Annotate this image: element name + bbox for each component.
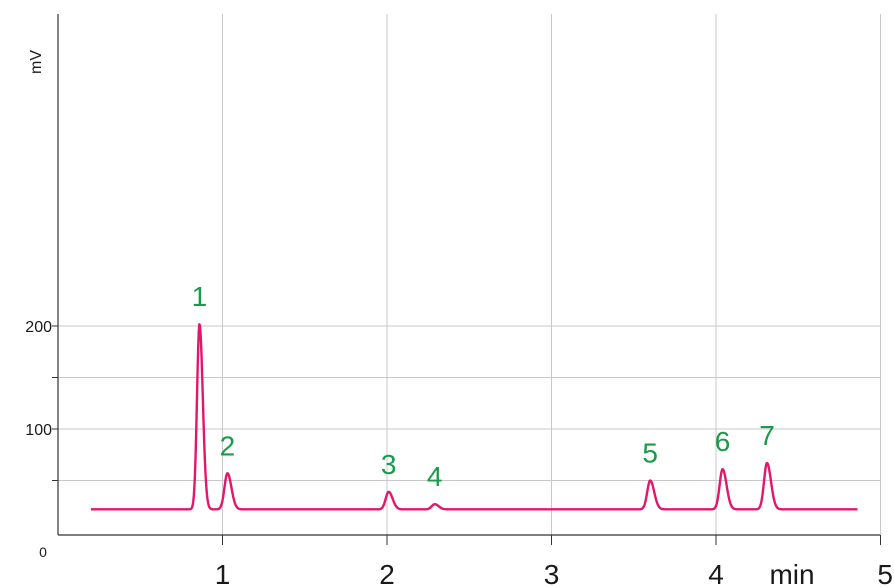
y-tick-label: 0 — [39, 544, 47, 560]
peak-label-6: 6 — [715, 426, 731, 457]
x-tick-label: 1 — [215, 559, 231, 587]
x-tick-label: 5 — [877, 559, 893, 587]
x-tick-label: 2 — [379, 559, 395, 587]
peak-label-4: 4 — [427, 461, 443, 492]
peak-label-3: 3 — [381, 449, 397, 480]
y-tick-label: 200 — [25, 319, 52, 336]
y-tick-label: 100 — [25, 422, 52, 439]
axes — [57, 14, 880, 536]
x-tick-label: 3 — [544, 559, 560, 587]
chromatogram-trace — [90, 323, 859, 511]
grid-lines — [58, 14, 881, 535]
peak-label-7: 7 — [759, 420, 775, 451]
peak-label-5: 5 — [642, 438, 658, 469]
y-axis-label: mV — [28, 50, 45, 74]
peak-labels: 1 2 3 4 5 6 7 — [192, 281, 775, 492]
x-axis-unit: min — [769, 559, 814, 587]
peak-label-2: 2 — [220, 430, 236, 461]
peak-label-1: 1 — [192, 281, 208, 312]
x-tick-label: 4 — [708, 559, 724, 587]
